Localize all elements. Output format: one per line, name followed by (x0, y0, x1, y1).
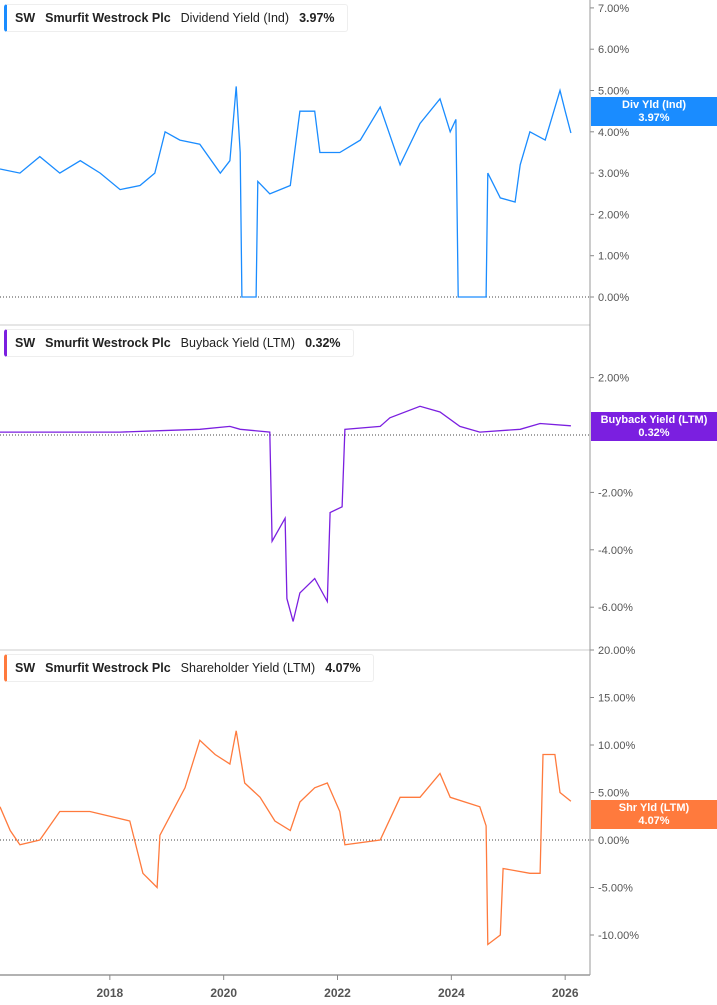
legend-current: 0.32% (305, 336, 341, 350)
legend-current: 4.07% (325, 661, 361, 675)
series-line (0, 730, 572, 946)
legend-metric: Buyback Yield (LTM) (180, 336, 296, 350)
current-value-tag: Div Yld (Ind) 3.97% (591, 97, 717, 126)
legend-metric: Shareholder Yield (LTM) (180, 661, 316, 675)
y-tick-label: -4.00% (598, 545, 633, 557)
tag-value: 4.07% (638, 815, 670, 827)
current-value-tag: Shr Yld (LTM) 4.07% (591, 800, 717, 829)
y-tick-label: 20.00% (598, 645, 636, 657)
legend: SW Smurfit Westrock Plc Buyback Yield (LTM… (4, 329, 354, 357)
y-tick-label: 10.00% (598, 740, 636, 752)
y-tick-label: 5.00% (598, 86, 629, 98)
legend-ticker: SW (15, 661, 36, 675)
tag-value: 0.32% (638, 427, 670, 439)
legend-metric: Dividend Yield (Ind) (180, 11, 290, 25)
x-tick-label: 2024 (438, 986, 465, 1000)
legend: SW Smurfit Westrock Plc Dividend Yield (In… (4, 4, 348, 32)
y-tick-label: 15.00% (598, 693, 636, 705)
y-tick-label: 6.00% (598, 44, 629, 56)
y-tick-label: 2.00% (598, 373, 629, 385)
y-tick-label: 2.00% (598, 209, 629, 221)
legend-ticker: SW (15, 11, 36, 25)
y-tick-label: 4.00% (598, 127, 629, 139)
legend: SW Smurfit Westrock Plc Shareholder Yield … (4, 654, 374, 682)
legend-current: 3.97% (299, 11, 335, 25)
x-tick-label: 2020 (210, 986, 237, 1000)
y-tick-label: -10.00% (598, 930, 639, 942)
legend-company: Smurfit Westrock Plc (45, 336, 171, 350)
legend-company: Smurfit Westrock Plc (45, 661, 171, 675)
y-tick-label: -5.00% (598, 883, 633, 895)
y-tick-label: -6.00% (598, 602, 633, 614)
tag-value: 3.97% (638, 112, 670, 124)
y-tick-label: 1.00% (598, 251, 629, 263)
x-tick-label: 2018 (96, 986, 123, 1000)
y-tick-label: 3.00% (598, 168, 629, 180)
y-tick-label: -2.00% (598, 487, 633, 499)
tag-label: Buyback Yield (LTM) (600, 414, 708, 426)
current-value-tag: Buyback Yield (LTM) 0.32% (591, 412, 717, 441)
series-line (0, 405, 571, 622)
y-tick-label: 7.00% (598, 3, 629, 15)
x-tick-label: 2022 (324, 986, 351, 1000)
tag-label: Shr Yld (LTM) (618, 802, 690, 814)
tag-label: Div Yld (Ind) (622, 99, 686, 111)
legend-ticker: SW (15, 336, 36, 350)
x-tick-label: 2026 (552, 986, 579, 1000)
y-tick-label: 0.00% (598, 835, 629, 847)
series-line (0, 86, 572, 298)
y-tick-label: 0.00% (598, 292, 629, 304)
y-tick-label: 5.00% (598, 788, 629, 800)
legend-company: Smurfit Westrock Plc (45, 11, 171, 25)
